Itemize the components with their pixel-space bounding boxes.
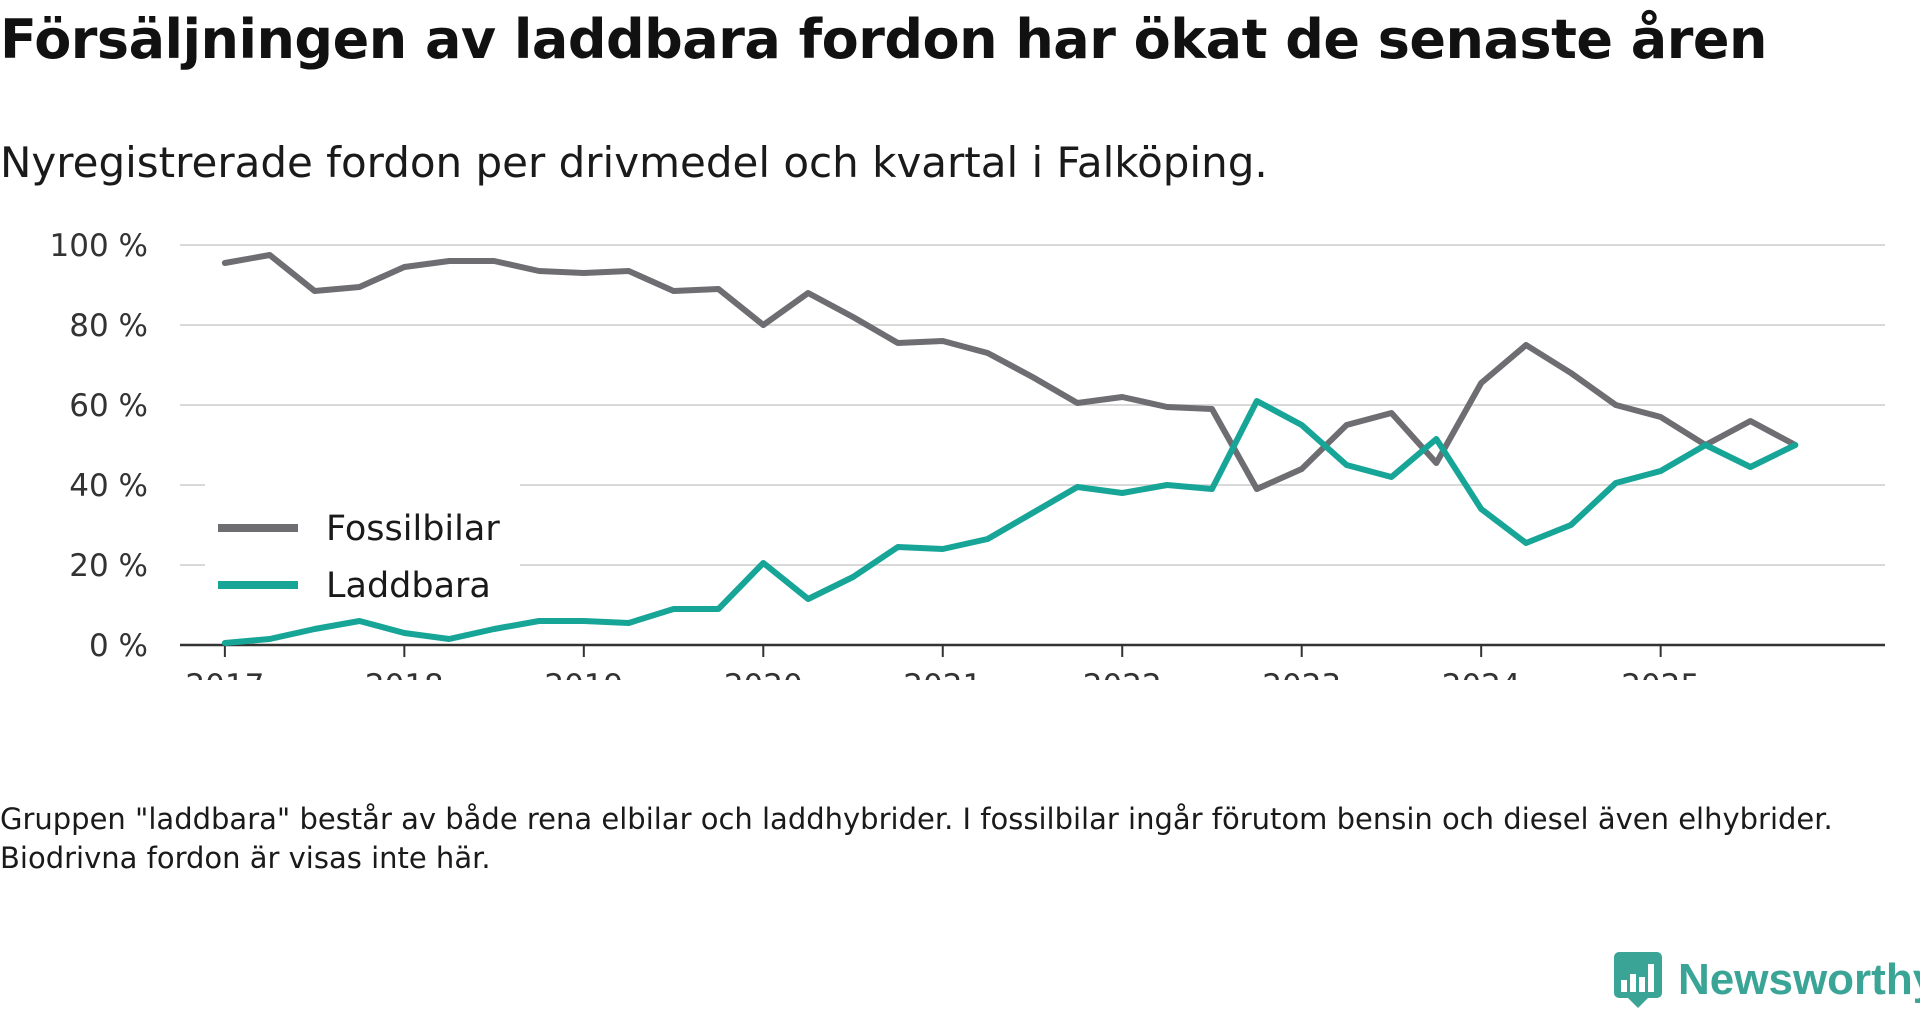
legend-label: Laddbara (326, 566, 491, 606)
brand-name: Newsworthy (1678, 955, 1920, 1004)
line-chart: 0 % 20 % 40 % 60 % 80 % 100 % 2017 2018 2019 202… (50, 228, 1885, 680)
y-tick-label: 20 % (69, 548, 148, 584)
legend-label: Fossilbilar (326, 509, 500, 549)
footnote: Gruppen "laddbara" består av både rena e… (0, 802, 1833, 875)
y-tick-label: 0 % (89, 628, 148, 664)
x-tick-label: 2017 (185, 668, 264, 680)
x-tick-label: 2020 (724, 668, 803, 680)
x-tick-label: 2025 (1621, 668, 1700, 680)
y-tick-label: 100 % (50, 228, 148, 264)
y-tick-label: 40 % (69, 468, 148, 504)
series-line-laddbara (221, 398, 1799, 646)
chart-title: Försäljningen av laddbara fordon har öka… (0, 8, 1767, 71)
newsworthy-logo-icon (1614, 952, 1662, 1008)
y-tick-label: 60 % (69, 388, 148, 424)
x-tick-label: 2023 (1262, 668, 1341, 680)
series-lines (221, 252, 1799, 646)
x-tick-label: 2021 (903, 668, 982, 680)
x-axis-tick-labels: 2017 2018 2019 2020 2021 2022 2023 2024 2025 (185, 668, 1700, 680)
brand-logo: Newsworthy (1612, 950, 1920, 1010)
legend: Fossilbilar Laddbara (205, 478, 520, 608)
x-tick-label: 2024 (1442, 668, 1521, 680)
x-tick-label: 2022 (1083, 668, 1162, 680)
x-tick-label: 2019 (544, 668, 623, 680)
y-tick-label: 80 % (69, 308, 148, 344)
chart-subtitle: Nyregistrerade fordon per drivmedel och … (0, 138, 1268, 187)
x-axis (180, 643, 1885, 657)
x-tick-label: 2018 (365, 668, 444, 680)
y-axis-tick-labels: 0 % 20 % 40 % 60 % 80 % 100 % (50, 228, 148, 664)
series-line-fossilbilar (221, 252, 1799, 492)
